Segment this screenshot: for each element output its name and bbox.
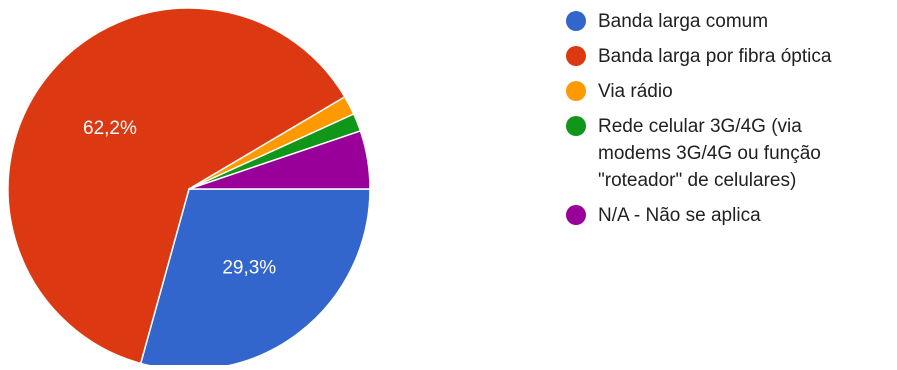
legend-label-banda-larga-comum: Banda larga comum [598,11,768,32]
legend-item-banda-larga-comum[interactable]: Banda larga comum [566,11,768,32]
legend-swatch-banda-larga-comum [566,11,586,31]
legend-item-via-radio[interactable]: Via rádio [566,81,673,102]
legend-swatch-via-radio [566,81,586,101]
legend-item-rede-celular-3g-4g-via-modems-3g-4g-ou-funcao-roteador-de-celulares[interactable]: Rede celular 3G/4G (via modems 3G/4G ou f… [566,116,821,191]
legend-swatch-banda-larga-por-fibra-optica [566,46,586,66]
pie-slice-banda-larga-por-fibra-optica[interactable] [7,7,346,365]
legend-swatch-rede-celular-3g-4g-via-modems-3g-4g-ou-funcao-roteador-de-celulares [566,116,586,136]
legend-label-rede-celular-3g-4g-via-modems-3g-4g-ou-funcao-roteador-de-celulares: Rede celular 3G/4G (via modems 3G/4G ou f… [598,116,821,191]
legend-item-banda-larga-por-fibra-optica[interactable]: Banda larga por fibra óptica [566,46,832,67]
legend: Banda larga comum Banda larga por fibra ó… [566,11,832,226]
legend-label-via-radio: Via rádio [598,81,673,102]
legend-swatch-n-a-nao-se-aplica [566,205,586,225]
legend-label-n-a-nao-se-aplica: N/A - Não se aplica [598,205,761,226]
data-labels-layer: 29,3% 62,2% [83,118,276,279]
data-label-banda-larga-por-fibra-optica: 62,2% [83,118,137,139]
legend-item-n-a-nao-se-aplica[interactable]: N/A - Não se aplica [566,205,761,226]
data-label-banda-larga-comum: 29,3% [222,258,276,279]
pie-slice-n-a-nao-se-aplica[interactable] [188,130,371,190]
slices-layer [7,7,371,370]
legend-label-banda-larga-por-fibra-optica: Banda larga por fibra óptica [598,46,832,67]
